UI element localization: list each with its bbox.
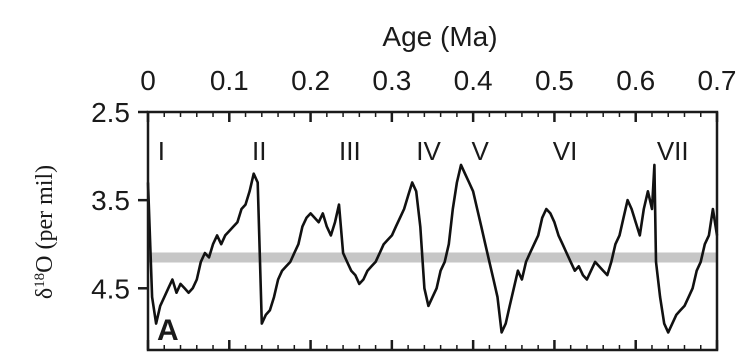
stage-label: II (252, 136, 266, 166)
stage-label: V (472, 136, 490, 166)
panel-label: A (157, 314, 179, 347)
x-tick-label: 0.3 (372, 65, 411, 96)
x-tick-label: 0.7 (698, 65, 737, 96)
series-line (146, 163, 719, 334)
x-tick-label: 0.1 (210, 65, 249, 96)
stage-label: I (158, 136, 165, 166)
stage-label: IV (416, 136, 441, 166)
y-axis-label: δ18O (per mil) (32, 165, 58, 299)
top-axis-label: Age (Ma) (382, 21, 497, 52)
plot-frame (146, 110, 719, 352)
x-tick-label: 0.6 (616, 65, 655, 96)
y-tick-label: 4.5 (91, 273, 130, 304)
x-tick-label: 0.4 (454, 65, 493, 96)
y-tick-label: 3.5 (91, 185, 130, 216)
stage-label: VII (657, 136, 689, 166)
stage-label: VI (553, 136, 578, 166)
stage-label: III (339, 136, 361, 166)
x-tick-label: 0.2 (291, 65, 330, 96)
x-tick-label: 0.5 (535, 65, 574, 96)
y-tick-label: 2.5 (91, 97, 130, 128)
x-tick-label: 0 (140, 65, 156, 96)
